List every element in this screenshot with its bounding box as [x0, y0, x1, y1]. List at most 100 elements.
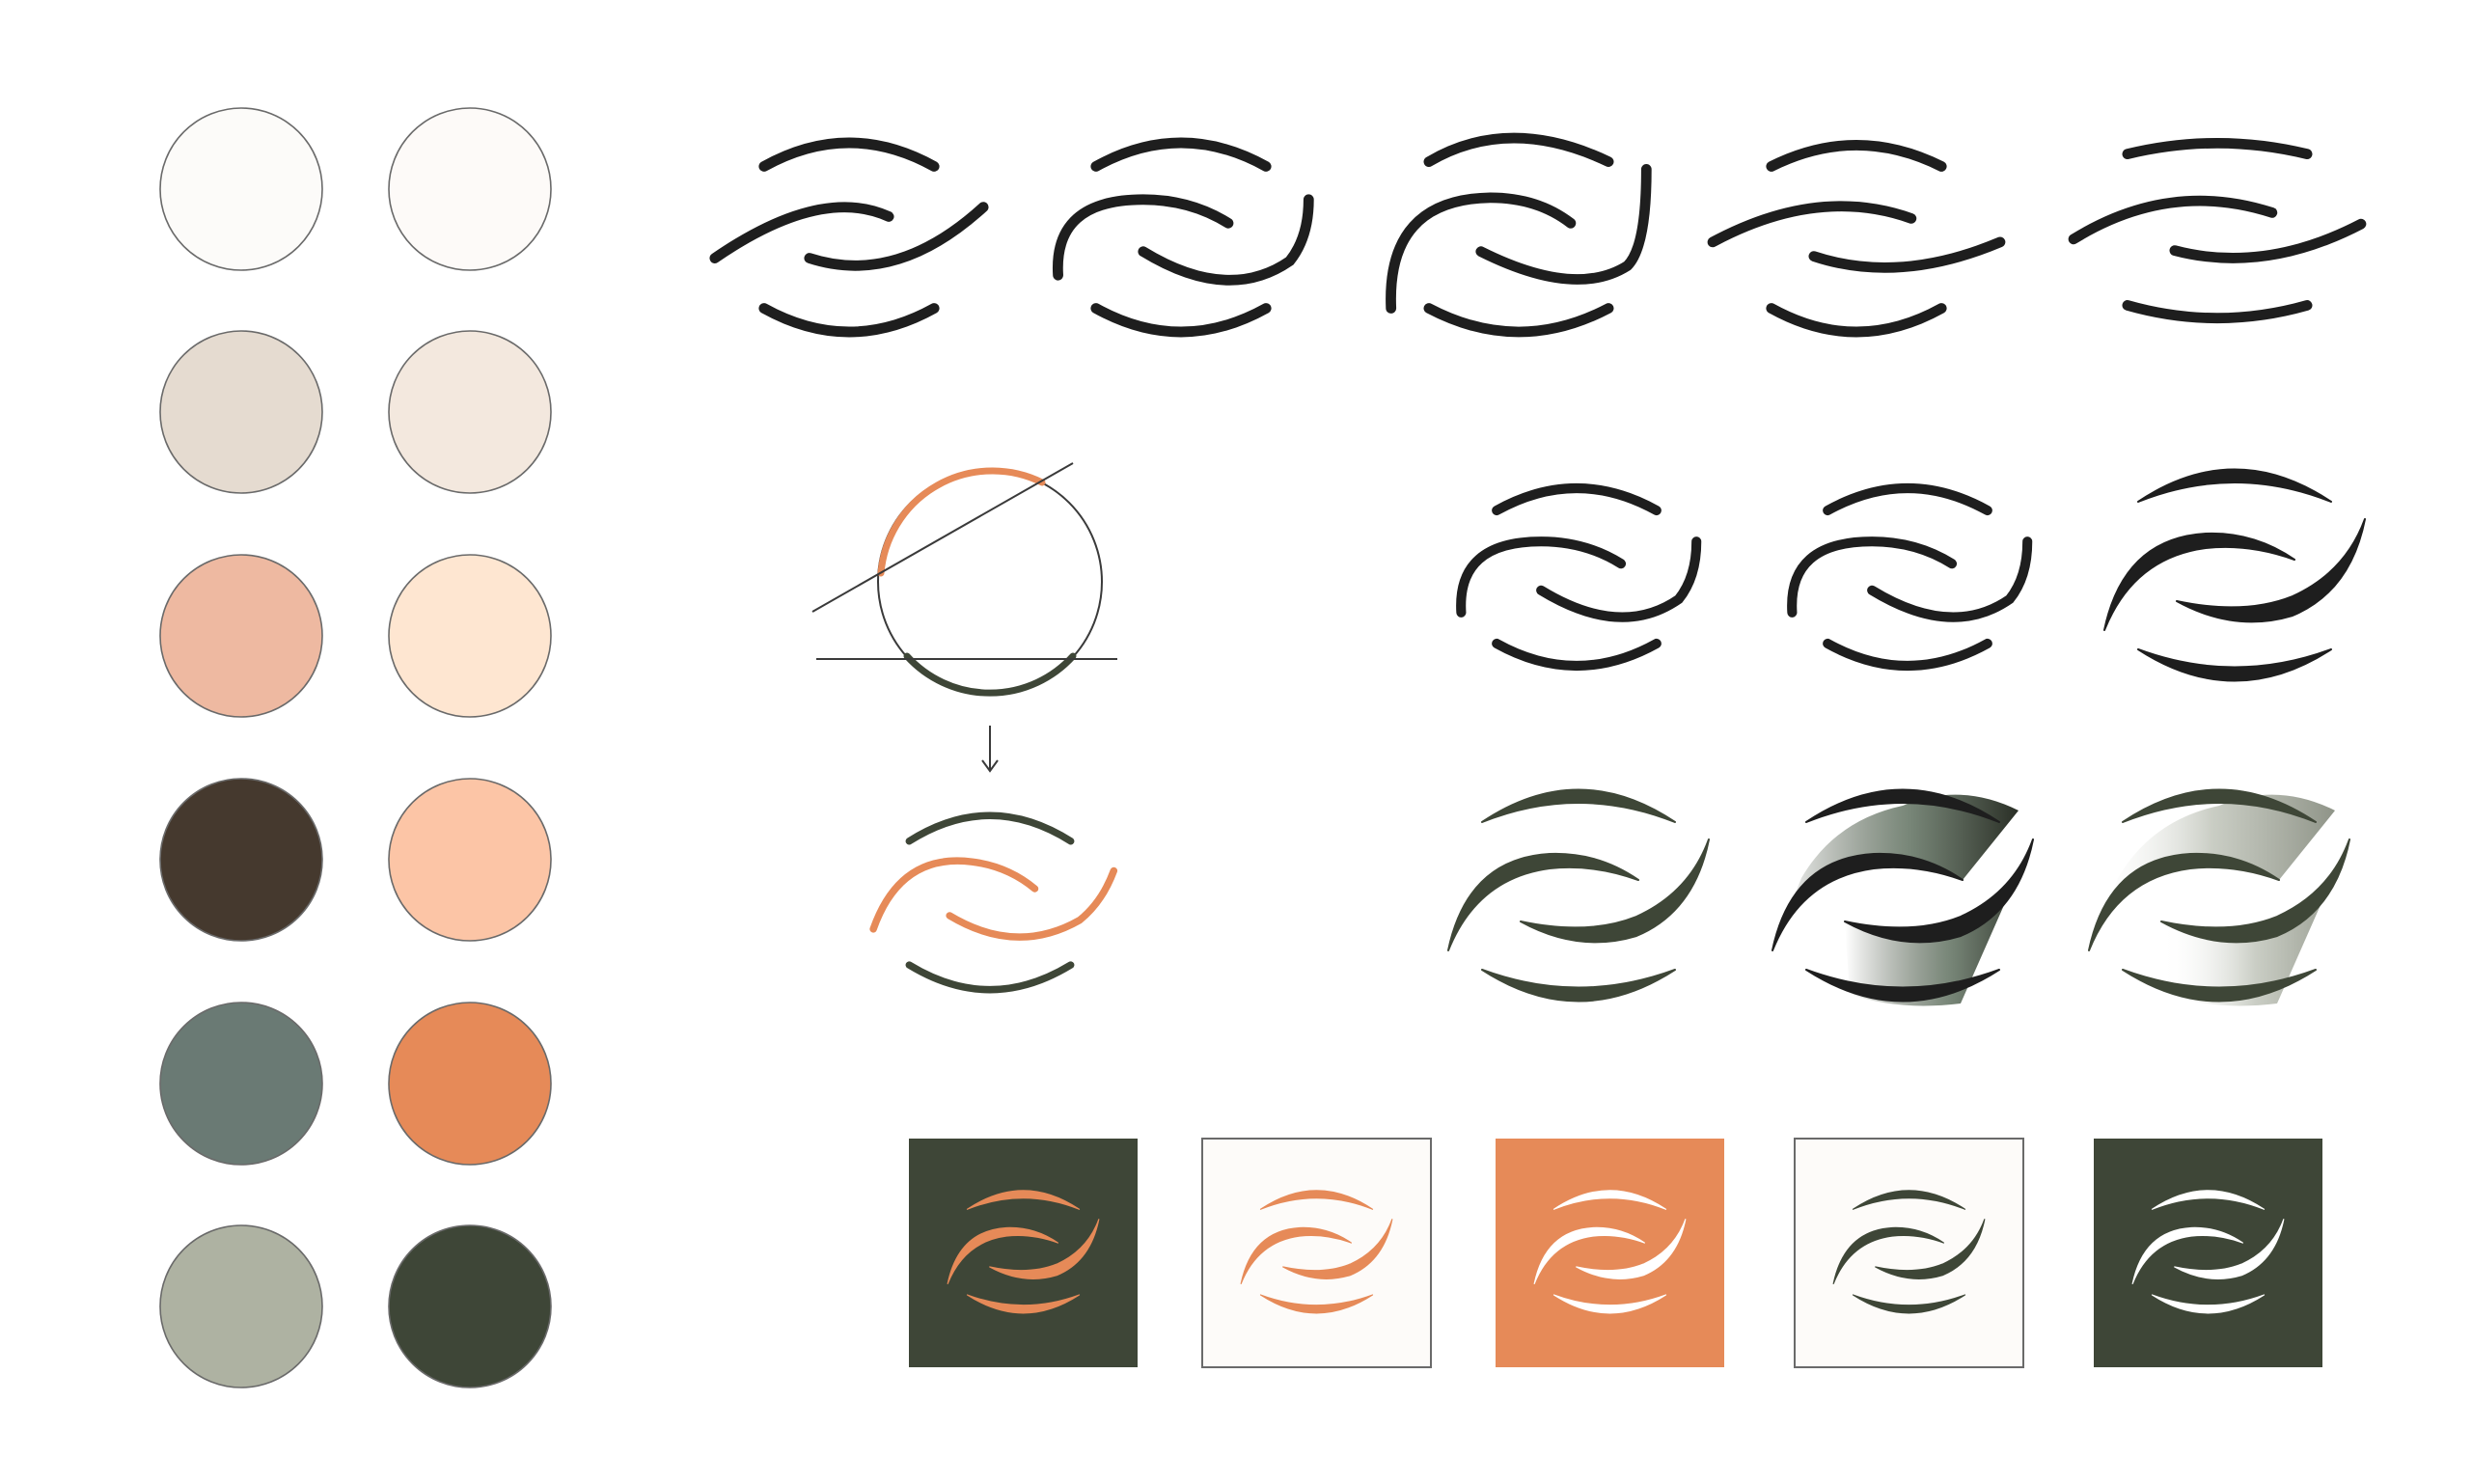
logo-crescent-2	[2103, 532, 2295, 631]
logo-stroke-4	[1492, 638, 1662, 672]
logo-crescent-2	[1832, 1226, 1945, 1284]
down-arrow-icon	[981, 726, 999, 773]
logo-stroke-3	[1867, 536, 2033, 622]
logo-crescent-3	[1282, 1219, 1393, 1279]
logo-crescent-1	[1805, 788, 2000, 823]
color-swatch-forest	[388, 1224, 552, 1388]
logo-crescent-3	[2160, 838, 2350, 944]
app-icon-background	[2094, 1139, 2322, 1367]
logo-crescent-2	[1533, 1226, 1646, 1284]
logo-gradient-light	[2088, 788, 2350, 1006]
logo-crescent-2	[1240, 1226, 1353, 1284]
logo-stroke-1	[1423, 132, 1614, 167]
logo-crescent-2	[1447, 852, 1639, 951]
construction-result-mark	[869, 811, 1118, 994]
logo-stroke-2	[1787, 536, 1958, 618]
logo-green-1	[1447, 788, 1710, 1003]
logo-gradient-dark	[1772, 788, 2034, 1006]
logo-crescent-2	[2131, 1226, 2244, 1284]
logo-stroke-4	[1423, 303, 1614, 338]
logo-stroke-2	[1456, 536, 1627, 618]
logo-refined-2	[1787, 482, 2033, 672]
logo-stroke-1	[758, 137, 940, 172]
app-icon-background	[909, 1139, 1138, 1367]
logo-refined-1	[1456, 482, 1702, 672]
logo-crescent-4	[966, 1294, 1081, 1314]
app-icon-mark	[1533, 1190, 1687, 1314]
logo-crescent-4	[2151, 1294, 2266, 1314]
logo-crescent-2	[2088, 852, 2280, 951]
logo-ribbon-lower	[1845, 839, 2033, 1006]
result-arc-orange-right	[946, 866, 1118, 941]
logo-stroke-2	[2068, 195, 2278, 245]
app-icon-variants	[909, 1138, 2322, 1368]
logo-sketch-3	[1386, 132, 1652, 338]
color-swatch-off-white	[159, 107, 323, 271]
logo-sketch-4	[1707, 140, 2006, 338]
logo-stroke-3	[2169, 218, 2367, 263]
logo-ribbon-lower	[2161, 839, 2349, 1006]
logo-crescent-4	[1805, 969, 2000, 1003]
app-icon-mark	[947, 1190, 1100, 1314]
logo-stroke-4	[758, 303, 940, 338]
logo-sketch-2	[1053, 137, 1314, 338]
result-arc-bottom	[905, 961, 1075, 994]
color-palette	[159, 107, 552, 1388]
logo-refined-3	[2103, 468, 2366, 682]
logo-crescent-1	[1481, 788, 1676, 823]
color-swatch-blush-white	[388, 107, 552, 271]
logo-stroke-3	[1138, 194, 1314, 286]
app-icon-orange-white	[1496, 1139, 1724, 1367]
logo-stroke-3	[804, 202, 989, 271]
logo-stroke-3	[1808, 236, 2006, 273]
logo-stroke-4	[2122, 300, 2313, 324]
logo-stroke-1	[1766, 140, 1947, 172]
logo-crescent-1	[2137, 468, 2332, 503]
logo-crescent-1	[2151, 1190, 2266, 1210]
logo-crescent-3	[989, 1219, 1100, 1279]
logo-stroke-3	[1475, 164, 1652, 285]
color-swatch-peach-rose	[159, 554, 323, 718]
logo-crescent-1	[1259, 1190, 1374, 1210]
logo-crescent-3	[1844, 838, 2034, 944]
logo-sketch-1	[709, 137, 989, 338]
logo-sketch-5	[2068, 137, 2367, 324]
logo-stroke-4	[1090, 303, 1272, 338]
logo-stroke-1	[1492, 482, 1662, 516]
logo-crescent-4	[1259, 1294, 1374, 1314]
app-icon-green-white	[2094, 1139, 2322, 1367]
color-swatch-sage	[159, 1224, 323, 1388]
color-swatch-terracotta	[388, 1002, 552, 1166]
logo-stroke-2	[1386, 192, 1577, 314]
logo-stroke-3	[1536, 536, 1702, 622]
logo-crescent-4	[1552, 1294, 1667, 1314]
logo-crescent-1	[966, 1190, 1081, 1210]
logo-sketch-row-1	[709, 132, 2367, 338]
logo-stroke-1	[1090, 137, 1272, 172]
logo-crescent-3	[2176, 518, 2366, 623]
guide-arc-orange	[877, 467, 1046, 577]
app-icon-mark	[1832, 1190, 1986, 1314]
arrow-head	[981, 759, 999, 773]
color-swatch-apricot	[388, 778, 552, 942]
logo-ribbon-upper	[1772, 794, 2019, 950]
guide-diagonal-line	[811, 462, 1074, 613]
logo-crescent-3	[1576, 1219, 1687, 1279]
logo-stroke-2	[1707, 201, 1917, 248]
app-icon-background	[1496, 1139, 1724, 1367]
logo-stroke-1	[2122, 137, 2313, 160]
color-swatch-linen	[388, 330, 552, 494]
guide-arc-green	[903, 652, 1077, 697]
logo-crescent-4	[1852, 1294, 1966, 1314]
color-swatch-dark-brown	[159, 778, 323, 942]
logo-stroke-2	[709, 202, 894, 263]
logo-construction-diagram	[811, 462, 1118, 994]
result-arc-orange-left	[869, 857, 1039, 933]
app-icon-mark	[1240, 1190, 1393, 1314]
logo-crescent-4	[2122, 969, 2317, 1003]
color-swatch-slate-green	[159, 1002, 323, 1166]
app-icon-background	[1201, 1138, 1432, 1368]
logo-stroke-1	[1823, 482, 1992, 516]
logo-sketch-row-2	[1456, 468, 2366, 682]
